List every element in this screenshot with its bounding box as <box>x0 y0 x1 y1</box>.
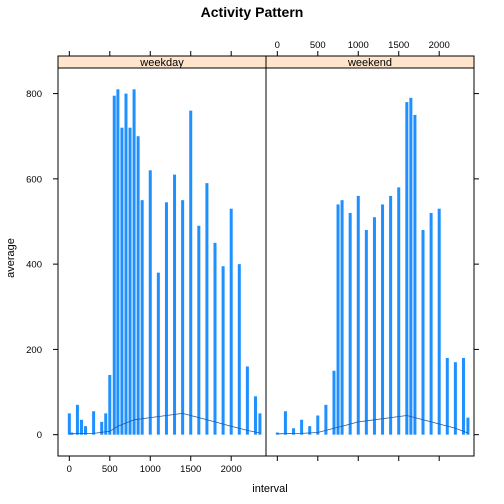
bar <box>429 212 433 435</box>
x-tick-label: 500 <box>102 464 118 475</box>
bar <box>409 97 413 435</box>
y-tick-label: 0 <box>37 430 42 441</box>
bar <box>124 93 128 435</box>
bar <box>445 357 449 435</box>
bar <box>405 102 409 435</box>
bar <box>348 212 352 435</box>
bar <box>75 404 79 435</box>
bar <box>229 208 233 435</box>
bar <box>112 95 116 435</box>
chart-title: Activity Pattern <box>201 4 304 20</box>
bar <box>437 208 441 435</box>
bar <box>336 204 340 435</box>
bar <box>108 374 112 435</box>
bar <box>173 174 177 435</box>
bar <box>197 225 201 435</box>
x-tick-label: 1500 <box>180 464 201 475</box>
panel-frame-weekend <box>265 67 475 457</box>
bar <box>104 413 108 435</box>
bar <box>453 362 457 435</box>
bar <box>237 264 241 435</box>
bar <box>461 357 465 435</box>
x-tick-label-top: 2000 <box>429 40 450 51</box>
y-tick-label: 400 <box>26 260 42 271</box>
bar <box>164 202 168 435</box>
bar <box>128 127 132 435</box>
bar <box>148 170 152 435</box>
bar <box>245 366 249 435</box>
bar <box>324 404 328 435</box>
bar <box>308 426 312 435</box>
bar <box>100 421 104 435</box>
bar <box>213 242 217 435</box>
bar <box>181 200 185 435</box>
bar <box>67 413 71 435</box>
bar <box>316 415 320 435</box>
x-tick-label: 1000 <box>140 464 161 475</box>
bar <box>156 272 160 435</box>
bar <box>332 370 336 435</box>
panel-frame-weekday <box>57 67 267 457</box>
bar <box>397 187 401 435</box>
x-tick-label: 0 <box>67 464 72 475</box>
bar <box>189 110 193 435</box>
bar <box>136 136 140 435</box>
bar <box>292 428 296 435</box>
bar <box>364 230 368 435</box>
mean-line <box>277 415 469 435</box>
bar <box>300 419 304 435</box>
bar <box>205 183 209 435</box>
mean-line <box>69 412 260 435</box>
y-tick-label: 800 <box>26 89 42 100</box>
y-tick-label: 200 <box>26 345 42 356</box>
x-tick-label-top: 1500 <box>388 40 409 51</box>
bar <box>140 200 144 435</box>
bar <box>120 127 124 435</box>
bar <box>372 217 376 435</box>
y-axis-label: average <box>5 238 17 278</box>
bar <box>258 413 262 435</box>
bar <box>356 195 360 435</box>
bar <box>340 200 344 435</box>
x-tick-label-top: 1000 <box>348 40 369 51</box>
bar <box>389 195 393 435</box>
bar <box>132 89 136 435</box>
y-tick-label: 600 <box>26 174 42 185</box>
bar <box>79 419 83 435</box>
x-tick-label-top: 0 <box>275 40 280 51</box>
bar <box>466 417 470 435</box>
x-tick-label-top: 500 <box>310 40 326 51</box>
bar <box>92 411 96 435</box>
bar <box>413 114 417 435</box>
bar <box>116 89 120 435</box>
x-tick-label: 2000 <box>221 464 242 475</box>
panel-strip-label: weekday <box>139 57 184 69</box>
bar <box>253 396 257 435</box>
bar <box>421 230 425 435</box>
bar <box>84 426 88 435</box>
bar <box>221 266 225 435</box>
bar <box>283 411 287 435</box>
x-axis-label: interval <box>252 483 287 495</box>
bar <box>381 204 385 435</box>
panel-strip-label: weekend <box>347 57 392 69</box>
